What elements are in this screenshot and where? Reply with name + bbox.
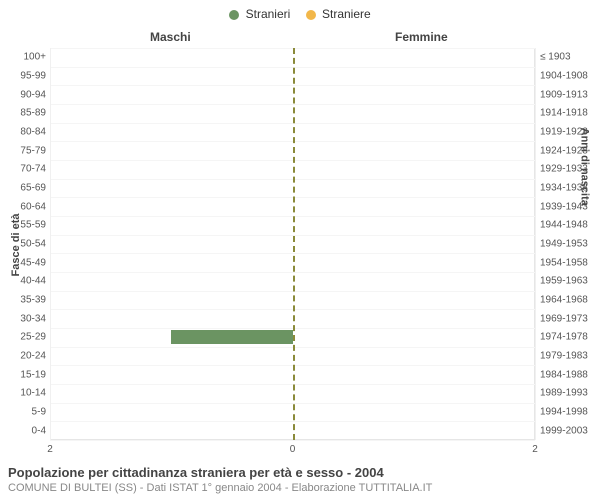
y-label-age: 0-4 — [0, 425, 46, 436]
legend-dot-male — [229, 10, 239, 20]
y-label-age: 50-54 — [0, 239, 46, 250]
y-label-birth: 1944-1948 — [540, 220, 600, 231]
y-label-birth: 1914-1918 — [540, 108, 600, 119]
x-label: 2 — [47, 444, 53, 455]
legend-item-female: Straniere — [306, 7, 371, 21]
y-label-birth: 1929-1933 — [540, 164, 600, 175]
y-label-age: 70-74 — [0, 164, 46, 175]
legend-item-male: Stranieri — [229, 7, 290, 21]
grid-v — [50, 48, 51, 440]
y-label-age: 100+ — [0, 52, 46, 63]
y-label-birth: 1984-1988 — [540, 369, 600, 380]
caption-sub: COMUNE DI BULTEI (SS) - Dati ISTAT 1° ge… — [8, 482, 592, 494]
y-label-age: 30-34 — [0, 313, 46, 324]
caption-title: Popolazione per cittadinanza straniera p… — [8, 465, 592, 480]
y-label-birth: 1989-1993 — [540, 388, 600, 399]
grid-v — [535, 48, 536, 440]
y-label-age: 20-24 — [0, 351, 46, 362]
y-label-age: 35-39 — [0, 295, 46, 306]
legend: Stranieri Straniere — [0, 6, 600, 26]
center-divider — [293, 48, 295, 440]
caption: Popolazione per cittadinanza straniera p… — [8, 465, 592, 494]
y-label-age: 25-29 — [0, 332, 46, 343]
y-label-birth: 1924-1928 — [540, 145, 600, 156]
y-label-age: 10-14 — [0, 388, 46, 399]
y-label-birth: 1904-1908 — [540, 71, 600, 82]
y-label-age: 65-69 — [0, 183, 46, 194]
x-label: 2 — [532, 444, 538, 455]
y-label-birth: 1979-1983 — [540, 351, 600, 362]
col-title-left: Maschi — [150, 30, 191, 44]
y-label-age: 90-94 — [0, 89, 46, 100]
population-pyramid — [50, 48, 535, 440]
chart-wrap: Stranieri Straniere Maschi Femmine Fasce… — [0, 0, 600, 500]
y-label-age: 55-59 — [0, 220, 46, 231]
y-label-birth: 1939-1943 — [540, 201, 600, 212]
y-label-birth: 1959-1963 — [540, 276, 600, 287]
x-label: 0 — [290, 444, 296, 455]
y-label-birth: 1969-1973 — [540, 313, 600, 324]
y-label-birth: 1999-2003 — [540, 425, 600, 436]
y-label-birth: 1964-1968 — [540, 295, 600, 306]
y-label-age: 85-89 — [0, 108, 46, 119]
y-label-birth: ≤ 1903 — [540, 52, 600, 63]
y-label-age: 75-79 — [0, 145, 46, 156]
y-label-age: 80-84 — [0, 127, 46, 138]
y-label-birth: 1909-1913 — [540, 89, 600, 100]
y-label-birth: 1919-1923 — [540, 127, 600, 138]
y-label-birth: 1994-1998 — [540, 407, 600, 418]
y-label-birth: 1974-1978 — [540, 332, 600, 343]
y-label-age: 95-99 — [0, 71, 46, 82]
y-label-age: 5-9 — [0, 407, 46, 418]
bar-male — [171, 330, 292, 344]
grid-h — [50, 440, 535, 441]
y-label-birth: 1949-1953 — [540, 239, 600, 250]
y-label-birth: 1954-1958 — [540, 257, 600, 268]
y-label-age: 15-19 — [0, 369, 46, 380]
y-label-age: 60-64 — [0, 201, 46, 212]
legend-label-male: Stranieri — [246, 7, 291, 21]
y-label-birth: 1934-1938 — [540, 183, 600, 194]
y-label-age: 45-49 — [0, 257, 46, 268]
legend-dot-female — [306, 10, 316, 20]
legend-label-female: Straniere — [322, 7, 371, 21]
col-title-right: Femmine — [395, 30, 448, 44]
y-label-age: 40-44 — [0, 276, 46, 287]
